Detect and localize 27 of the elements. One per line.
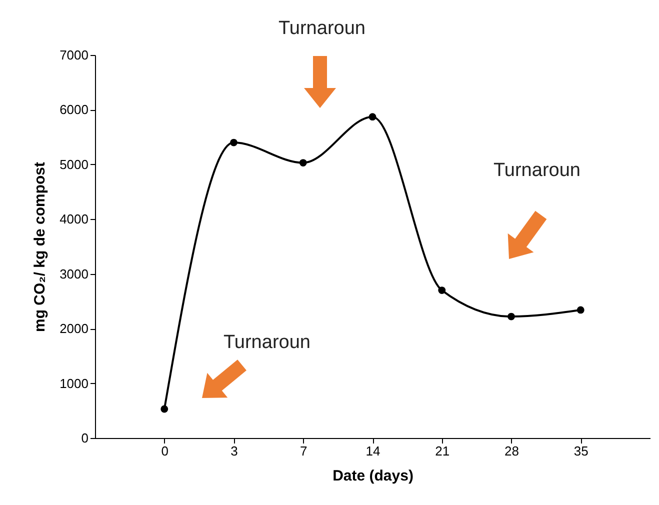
y-tick-label: 7000 [60, 48, 88, 62]
annotation: Turnaroun [494, 160, 580, 181]
annotation: Turnaroun [224, 332, 310, 353]
y-tick-label: 1000 [60, 376, 88, 391]
point [576, 306, 584, 314]
point [230, 138, 238, 146]
y-tick-label: 3000 [60, 266, 88, 282]
x-tick-label: 7 [300, 444, 308, 458]
x-tick-label: 3 [230, 444, 238, 458]
y-tick-label: 4000 [60, 212, 88, 227]
point [160, 405, 168, 413]
x-tick-label: 21 [435, 444, 450, 458]
x-tick-label: 28 [504, 444, 519, 458]
x-tick-label: 35 [574, 444, 588, 458]
point [508, 312, 515, 320]
x-tick-label: 0 [161, 444, 168, 458]
point [438, 286, 446, 294]
x-tick-label: 14 [366, 444, 380, 458]
x-axis-title: Date (days) [332, 468, 414, 484]
point [299, 159, 307, 166]
point [368, 113, 376, 121]
y-tick-label: 2000 [60, 321, 88, 336]
y-tick-label: 5000 [60, 156, 88, 172]
y-axis-title: mg CO₂/ kg de compost [32, 162, 49, 332]
y-tick-label: 6000 [60, 102, 88, 118]
text: Turnaroun [278, 18, 366, 39]
y-tick-label: 0 [81, 430, 88, 446]
